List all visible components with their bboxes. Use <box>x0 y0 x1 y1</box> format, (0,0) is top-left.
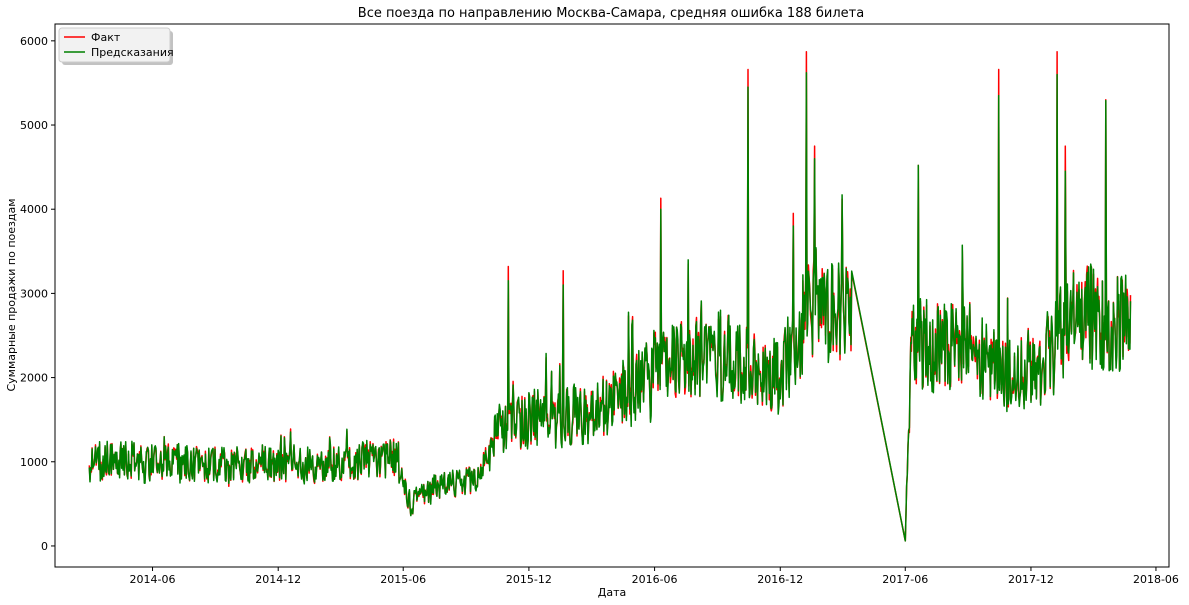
x-tick-label: 2014-12 <box>255 573 301 586</box>
series-layer <box>88 51 1132 542</box>
x-tick-label: 2014-06 <box>130 573 176 586</box>
plot-area <box>55 24 1169 567</box>
x-axis-ticks: 2014-06 2014-12 2015-06 2015-12 2016-06 2016-… <box>130 567 1179 586</box>
legend-box <box>58 27 171 63</box>
x-tick-label: 2016-12 <box>757 573 803 586</box>
legend: Факт Предсказания <box>58 27 174 65</box>
y-axis-label: Суммарные продажи по поездам <box>5 198 18 391</box>
x-tick-label: 2015-06 <box>380 573 426 586</box>
y-axis-ticks: 0 1000 2000 3000 4000 5000 6000 <box>20 35 55 553</box>
legend-label-prediction: Предсказания <box>91 46 174 59</box>
y-tick-label: 4000 <box>20 203 48 216</box>
chart-title: Все поезда по направлению Москва-Самара,… <box>358 6 864 21</box>
y-tick-label: 5000 <box>20 119 48 132</box>
y-tick-label: 3000 <box>20 287 48 300</box>
series-line-prediction <box>88 72 1132 542</box>
x-tick-label: 2016-06 <box>632 573 678 586</box>
x-tick-label: 2017-12 <box>1008 573 1054 586</box>
y-tick-label: 6000 <box>20 35 48 48</box>
plot-frame <box>54 23 1170 568</box>
y-tick-label: 1000 <box>20 456 48 469</box>
x-tick-label: 2017-06 <box>882 573 928 586</box>
x-tick-label: 2018-06 <box>1133 573 1179 586</box>
legend-label-fact: Факт <box>91 31 121 44</box>
y-tick-label: 2000 <box>20 372 48 385</box>
x-axis-label: Дата <box>598 586 626 599</box>
y-tick-label: 0 <box>41 540 48 553</box>
x-tick-label: 2015-12 <box>506 573 552 586</box>
